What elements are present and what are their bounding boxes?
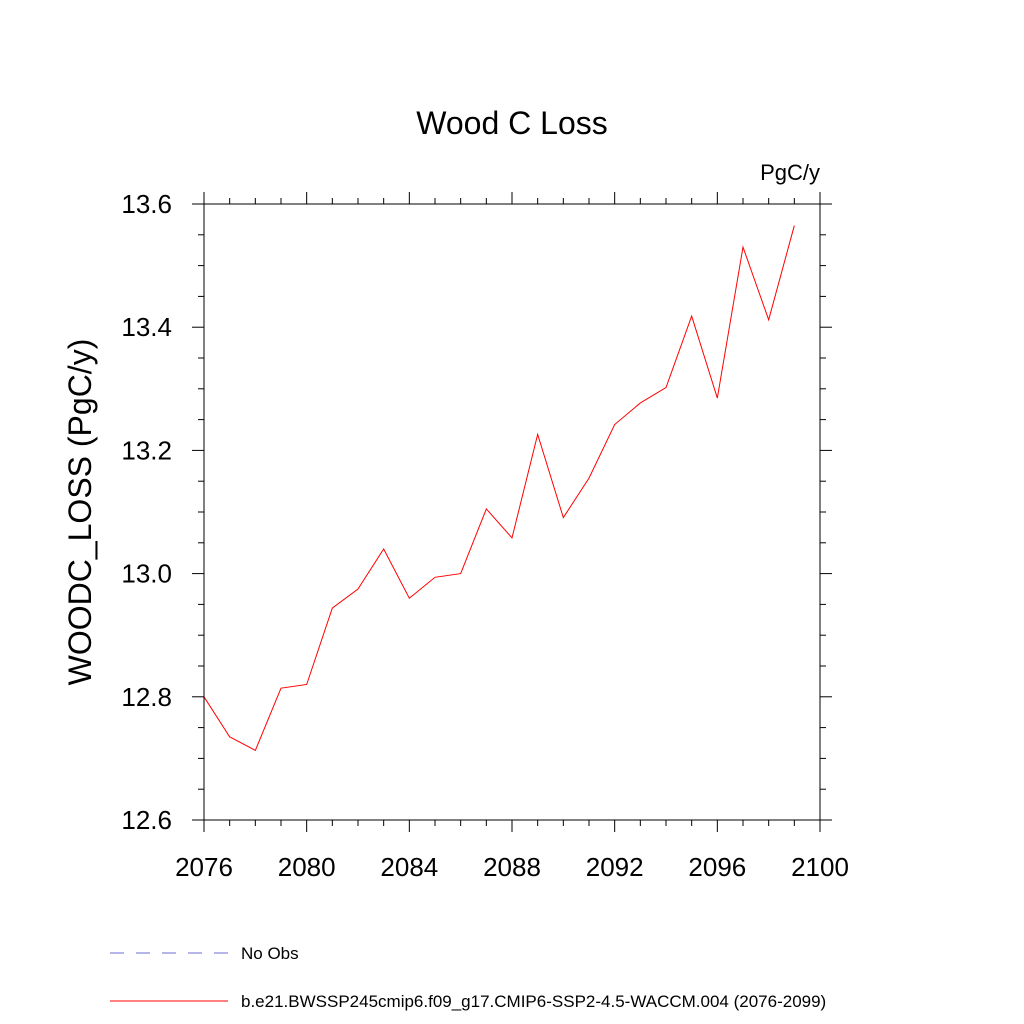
- x-tick-label: 2088: [483, 852, 541, 882]
- series-line: [203, 225, 795, 752]
- x-tick-label: 2092: [586, 852, 644, 882]
- y-ticks: [192, 203, 832, 821]
- y-tick-label: 13.0: [121, 559, 172, 589]
- legend-label: b.e21.BWSSP245cmip6.f09_g17.CMIP6-SSP2-4…: [241, 992, 826, 1011]
- x-tick-label: 2100: [791, 852, 849, 882]
- x-tick-labels: 2076 2080 2084 2088 2092 2096 2100: [175, 852, 849, 882]
- plot-frame: [203, 203, 821, 821]
- y-tick-label: 13.6: [121, 189, 172, 219]
- x-tick-label: 2076: [175, 852, 233, 882]
- y-tick-labels: 12.6 12.8 13.0 13.2 13.4 13.6: [121, 189, 172, 835]
- x-tick-label: 2096: [688, 852, 746, 882]
- chart-title: Wood C Loss: [416, 105, 608, 141]
- y-tick-label: 12.8: [121, 682, 172, 712]
- units-label: PgC/y: [760, 160, 820, 185]
- y-tick-label: 13.4: [121, 312, 172, 342]
- x-ticks: [203, 192, 821, 832]
- legend: No Obs b.e21.BWSSP245cmip6.f09_g17.CMIP6-…: [110, 944, 826, 1011]
- y-tick-label: 13.2: [121, 435, 172, 465]
- legend-label: No Obs: [241, 944, 299, 963]
- x-tick-label: 2080: [278, 852, 336, 882]
- y-tick-label: 12.6: [121, 805, 172, 835]
- x-tick-label: 2084: [380, 852, 438, 882]
- y-axis-label: WOODC_LOSS (PgC/y): [62, 339, 98, 686]
- series-layer: [203, 225, 795, 752]
